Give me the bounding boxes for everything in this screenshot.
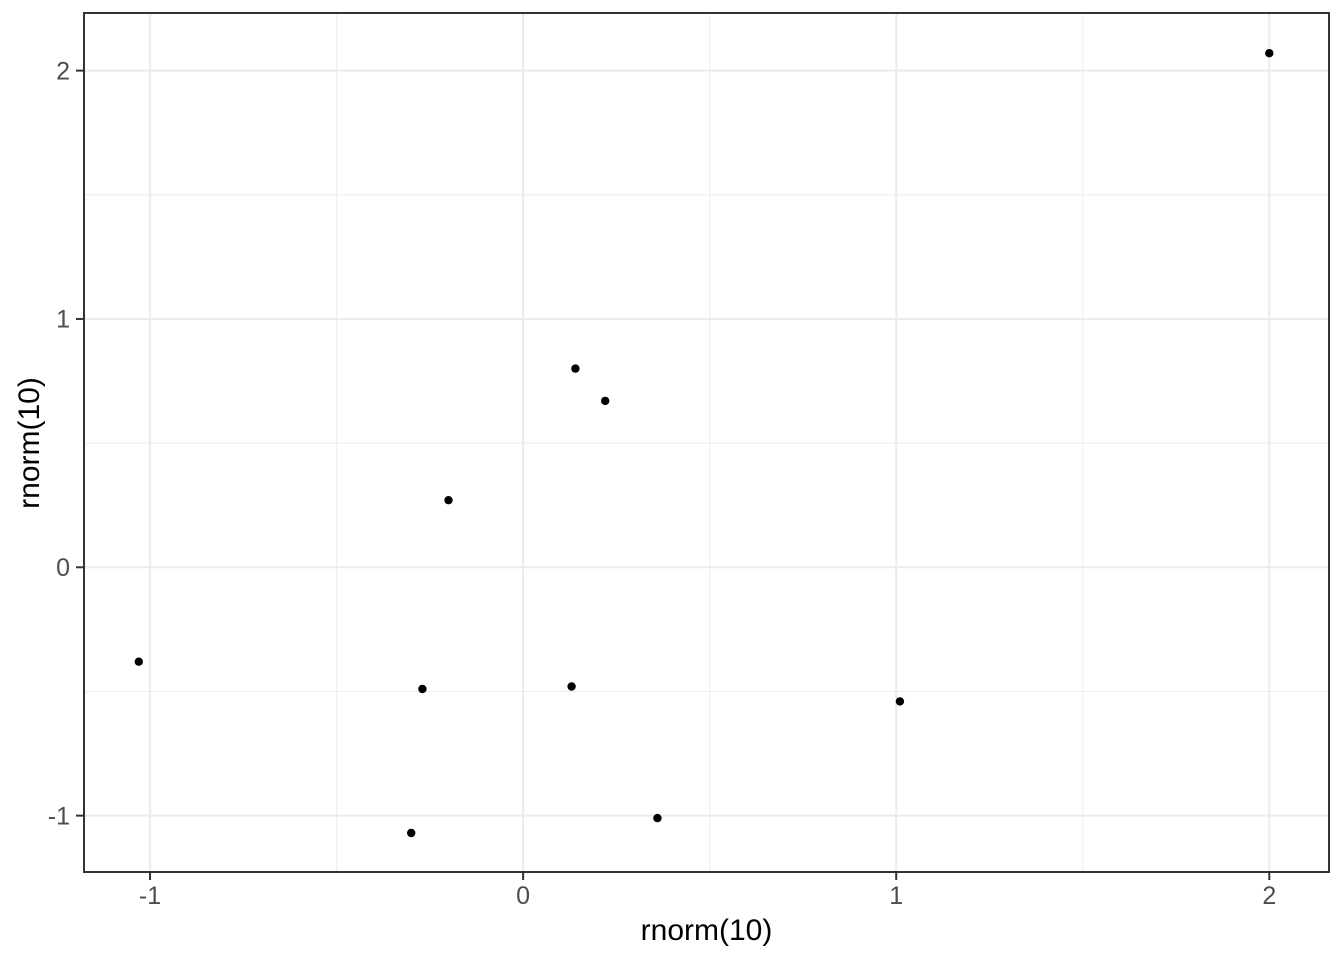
- x-tick-label: 0: [516, 882, 530, 910]
- data-point: [407, 828, 416, 838]
- data-point: [895, 697, 905, 706]
- data-point: [571, 364, 580, 373]
- x-axis-title: rnorm(10): [640, 914, 773, 947]
- x-tick-label: -1: [139, 882, 161, 910]
- y-tick-label: 1: [56, 306, 70, 334]
- data-point: [653, 813, 662, 823]
- data-point: [418, 684, 427, 694]
- plot-panel: [84, 13, 1329, 872]
- data-point: [567, 682, 576, 691]
- x-tick-label: 1: [889, 882, 903, 910]
- x-tick-label: 2: [1262, 882, 1276, 910]
- data-point: [601, 396, 610, 406]
- y-tick-label: -1: [48, 802, 70, 830]
- data-point: [134, 657, 143, 666]
- y-tick-label: 2: [56, 57, 70, 85]
- data-point: [1265, 49, 1274, 58]
- y-tick-label: 0: [56, 554, 70, 582]
- panel-border: [83, 12, 1330, 873]
- y-axis-title: rnorm(10): [13, 377, 46, 509]
- data-point: [444, 496, 453, 505]
